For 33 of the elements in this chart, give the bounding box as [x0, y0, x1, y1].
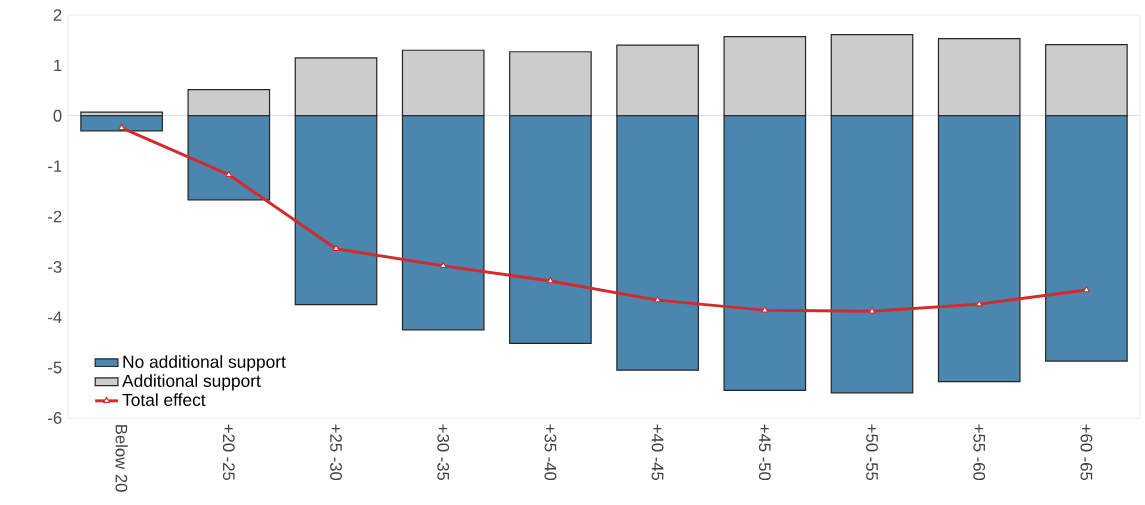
x-tick-label: +45 -50 — [758, 424, 771, 481]
point — [654, 296, 662, 303]
point — [332, 244, 340, 251]
x-tick-label: +20 -25 — [222, 424, 235, 481]
y-tick-label: -4 — [48, 311, 62, 323]
x-tick-label: +40 -45 — [651, 424, 664, 481]
point — [975, 300, 983, 307]
point — [118, 123, 126, 131]
y-tick-label: -2 — [48, 210, 62, 223]
x-tick-label: +30 -35 — [437, 424, 450, 481]
point — [225, 170, 233, 177]
y-tick-label: -3 — [48, 260, 62, 273]
point — [1082, 286, 1090, 293]
point — [439, 261, 447, 269]
legend-label: Total effect — [122, 393, 206, 407]
legend-label: No additional support — [123, 355, 286, 372]
y-tick-label: 1 — [54, 59, 62, 72]
y-tick-label: -5 — [48, 361, 62, 374]
x-tick-label: Below 20 — [115, 425, 128, 492]
x-tick-label: +35 -40 — [544, 424, 557, 481]
x-tick-label: +50 -55 — [866, 424, 878, 481]
x-tick-label: +55 -60 — [973, 424, 986, 481]
point — [546, 276, 554, 284]
point — [868, 307, 876, 314]
x-tick-label: +60 -65 — [1080, 424, 1093, 481]
y-tick-label: -1 — [48, 160, 62, 172]
point — [761, 306, 769, 313]
x-tick-label: +25 -30 — [330, 424, 342, 481]
legend-label: Additional support — [122, 374, 261, 391]
y-tick-label: 2 — [53, 9, 62, 21]
y-tick-label: -6 — [48, 412, 62, 424]
y-tick-label: 0 — [53, 109, 62, 122]
bar — [80, 115, 163, 132]
